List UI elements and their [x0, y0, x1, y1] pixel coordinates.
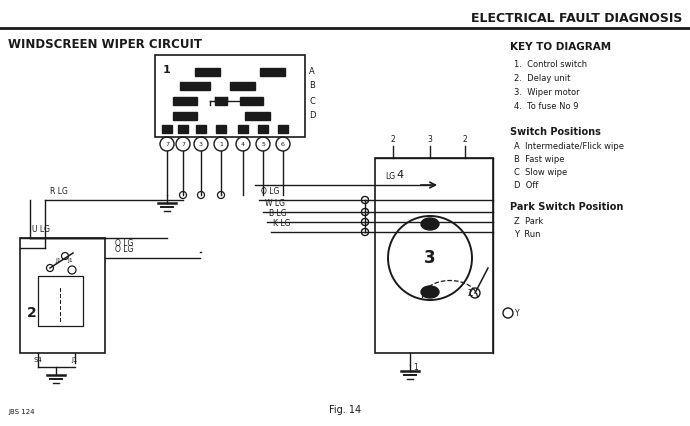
Text: JBS 124: JBS 124: [8, 409, 34, 415]
Text: WINDSCREEN WIPER CIRCUIT: WINDSCREEN WIPER CIRCUIT: [8, 38, 202, 51]
Text: 5: 5: [261, 141, 265, 147]
Bar: [245, 112, 270, 120]
Circle shape: [503, 308, 513, 318]
Text: 1: 1: [219, 141, 223, 147]
Ellipse shape: [421, 218, 439, 230]
Circle shape: [362, 228, 368, 236]
Circle shape: [362, 196, 368, 204]
Text: A: A: [309, 67, 315, 77]
Text: 2.  Delay unit: 2. Delay unit: [514, 74, 571, 83]
Text: K LG: K LG: [273, 219, 290, 228]
Bar: [38, 276, 83, 326]
Circle shape: [362, 219, 368, 225]
Circle shape: [197, 192, 204, 199]
Bar: [20, 238, 105, 353]
Text: W LG: W LG: [265, 199, 285, 208]
Bar: [240, 97, 263, 105]
Text: 1: 1: [163, 65, 170, 75]
Bar: [260, 68, 285, 76]
Circle shape: [362, 208, 368, 216]
Text: O LG: O LG: [115, 239, 133, 248]
Text: J1: J1: [67, 258, 73, 263]
Text: 6: 6: [281, 141, 285, 147]
Bar: [238, 125, 248, 133]
Text: ELECTRICAL FAULT DIAGNOSIS: ELECTRICAL FAULT DIAGNOSIS: [471, 12, 682, 25]
Bar: [278, 125, 288, 133]
Text: B: B: [309, 81, 315, 90]
Text: D  Off: D Off: [514, 181, 538, 190]
Bar: [180, 82, 210, 90]
Text: J1: J1: [55, 258, 61, 263]
Text: Y: Y: [515, 308, 520, 317]
Text: J1: J1: [72, 357, 78, 363]
Text: U LG: U LG: [32, 225, 50, 234]
Circle shape: [68, 266, 76, 274]
Bar: [155, 55, 305, 137]
Text: C: C: [309, 97, 315, 106]
Text: 3: 3: [424, 249, 436, 267]
Text: 4: 4: [397, 170, 404, 180]
Text: KEY TO DIAGRAM: KEY TO DIAGRAM: [510, 42, 611, 52]
Text: 7: 7: [181, 141, 185, 147]
Circle shape: [362, 208, 368, 216]
Bar: [173, 112, 197, 120]
Text: 2: 2: [27, 306, 37, 320]
Text: R LG: R LG: [50, 187, 68, 196]
Text: 7: 7: [165, 141, 169, 147]
Text: 3: 3: [428, 135, 433, 144]
Text: 4: 4: [241, 141, 245, 147]
Bar: [162, 125, 172, 133]
Bar: [230, 82, 255, 90]
Text: Y  Run: Y Run: [514, 230, 540, 239]
Text: B LG: B LG: [269, 209, 286, 218]
Text: Z: Z: [468, 288, 473, 297]
Bar: [215, 97, 227, 105]
Bar: [216, 125, 226, 133]
Text: 1: 1: [413, 363, 417, 372]
Bar: [258, 125, 268, 133]
Text: S4: S4: [34, 357, 42, 363]
Text: Z  Park: Z Park: [514, 217, 543, 226]
Text: D: D: [309, 112, 315, 121]
Text: Fig. 14: Fig. 14: [329, 405, 361, 415]
Text: 1.  Control switch: 1. Control switch: [514, 60, 587, 69]
Circle shape: [217, 192, 224, 199]
Ellipse shape: [421, 286, 439, 298]
Text: LG: LG: [385, 172, 395, 181]
Bar: [195, 68, 220, 76]
Bar: [178, 125, 188, 133]
Circle shape: [179, 192, 186, 199]
Text: A  Intermediate/Flick wipe: A Intermediate/Flick wipe: [514, 142, 624, 151]
Bar: [375, 158, 493, 353]
Circle shape: [362, 228, 368, 236]
Circle shape: [470, 288, 480, 298]
Text: 2: 2: [391, 135, 395, 144]
Text: O LG: O LG: [261, 187, 279, 196]
Text: 3: 3: [199, 141, 203, 147]
Text: 3.  Wiper motor: 3. Wiper motor: [514, 88, 580, 97]
Text: B  Fast wipe: B Fast wipe: [514, 155, 564, 164]
Circle shape: [61, 253, 68, 259]
Text: 4.  To fuse No 9: 4. To fuse No 9: [514, 102, 578, 111]
Bar: [173, 97, 197, 105]
Text: 2: 2: [462, 135, 467, 144]
Text: Park Switch Position: Park Switch Position: [510, 202, 623, 212]
Bar: [196, 125, 206, 133]
Circle shape: [46, 265, 54, 271]
Text: O LG: O LG: [115, 245, 133, 254]
Text: Switch Positions: Switch Positions: [510, 127, 601, 137]
Text: C  Slow wipe: C Slow wipe: [514, 168, 567, 177]
Circle shape: [362, 196, 368, 204]
Circle shape: [362, 219, 368, 225]
